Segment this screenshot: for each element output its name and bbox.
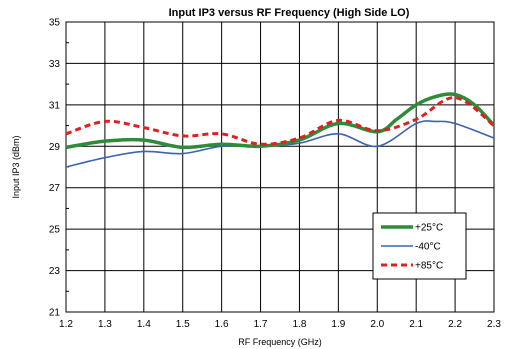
series-lines (65, 92, 496, 168)
x-tick-label: 1.8 (293, 319, 307, 330)
x-tick-label: 1.2 (59, 319, 73, 330)
x-tick-label: 2.1 (409, 319, 423, 330)
y-axis-ticks: 21 23 25 27 29 31 33 35 (49, 18, 61, 319)
legend-label: -40°C (415, 242, 441, 253)
y-tick-label: 27 (49, 183, 61, 194)
legend-label: +25°C (415, 223, 443, 234)
x-tick-label: 1.9 (331, 319, 345, 330)
y-tick-label: 21 (49, 308, 61, 319)
y-tick-label: 33 (49, 59, 61, 70)
chart-title: Input IP3 versus RF Frequency (High Side… (169, 7, 410, 19)
x-tick-label: 2.2 (448, 319, 462, 330)
x-tick-label: 2.3 (487, 319, 501, 330)
legend-label: +85°C (415, 261, 443, 272)
y-tick-label: 23 (49, 266, 61, 277)
series-line-1 (65, 120, 495, 168)
x-axis-ticks: 1.2 1.3 1.4 1.5 1.6 1.7 1.8 1.9 2.0 2.1 2.2 2.3 (59, 319, 501, 330)
x-tick-label: 1.4 (137, 319, 151, 330)
y-tick-label: 25 (49, 225, 61, 236)
x-tick-label: 1.7 (254, 319, 268, 330)
legend: +25°C -40°C +85°C (372, 212, 467, 280)
x-tick-label: 1.3 (98, 319, 112, 330)
y-tick-label: 31 (49, 100, 61, 111)
y-tick-label: 29 (49, 142, 61, 153)
series-line-0 (65, 92, 496, 150)
x-axis-label: RF Frequency (GHz) (238, 337, 322, 347)
x-tick-label: 1.6 (215, 319, 229, 330)
y-tick-label: 35 (49, 18, 61, 29)
x-tick-label: 1.5 (176, 319, 190, 330)
x-tick-label: 2.0 (370, 319, 384, 330)
y-axis-label: Input IP3 (dBm) (11, 135, 21, 198)
